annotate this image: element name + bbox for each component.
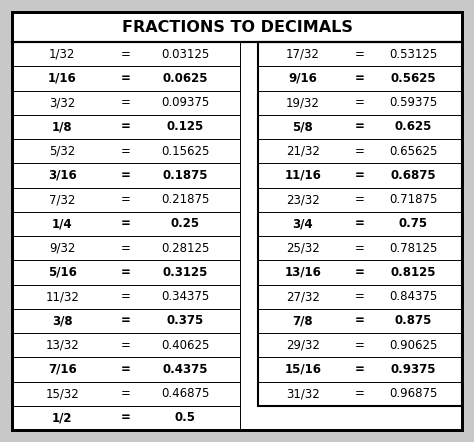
- Text: 0.78125: 0.78125: [389, 242, 437, 255]
- Text: 25/32: 25/32: [286, 242, 320, 255]
- Text: 5/8: 5/8: [292, 120, 313, 133]
- Text: 0.96875: 0.96875: [389, 387, 437, 400]
- Text: 13/16: 13/16: [284, 266, 321, 279]
- Text: =: =: [121, 48, 131, 61]
- Text: 1/32: 1/32: [49, 48, 75, 61]
- Text: 0.53125: 0.53125: [389, 48, 437, 61]
- Text: 0.28125: 0.28125: [161, 242, 210, 255]
- Text: =: =: [121, 363, 131, 376]
- Text: 0.375: 0.375: [167, 314, 204, 328]
- Text: 3/8: 3/8: [52, 314, 73, 328]
- Text: =: =: [355, 72, 365, 85]
- Text: 29/32: 29/32: [286, 339, 320, 352]
- Text: 7/16: 7/16: [48, 363, 76, 376]
- Text: 7/32: 7/32: [49, 193, 75, 206]
- Text: =: =: [355, 48, 365, 61]
- Text: 0.5625: 0.5625: [390, 72, 436, 85]
- Text: 0.6875: 0.6875: [390, 169, 436, 182]
- Text: =: =: [355, 217, 365, 230]
- Text: 0.125: 0.125: [167, 120, 204, 133]
- Text: 0.875: 0.875: [394, 314, 432, 328]
- Text: 11/16: 11/16: [284, 169, 321, 182]
- Text: 1/16: 1/16: [48, 72, 76, 85]
- Text: 1/2: 1/2: [52, 412, 73, 424]
- Text: 3/32: 3/32: [49, 96, 75, 109]
- Text: 5/16: 5/16: [48, 266, 77, 279]
- Text: =: =: [121, 266, 131, 279]
- Text: =: =: [121, 72, 131, 85]
- Text: 9/16: 9/16: [289, 72, 317, 85]
- Text: 0.9375: 0.9375: [390, 363, 436, 376]
- Text: =: =: [355, 314, 365, 328]
- Text: 7/8: 7/8: [292, 314, 313, 328]
- Text: =: =: [121, 339, 131, 352]
- Text: 0.71875: 0.71875: [389, 193, 437, 206]
- Text: =: =: [355, 266, 365, 279]
- Text: 15/16: 15/16: [284, 363, 321, 376]
- Text: =: =: [121, 193, 131, 206]
- Text: =: =: [121, 290, 131, 303]
- Text: 15/32: 15/32: [46, 387, 79, 400]
- Text: 0.4375: 0.4375: [163, 363, 208, 376]
- Text: 3/16: 3/16: [48, 169, 76, 182]
- Text: 0.3125: 0.3125: [163, 266, 208, 279]
- Text: 0.65625: 0.65625: [389, 145, 437, 158]
- Text: 17/32: 17/32: [286, 48, 320, 61]
- Text: =: =: [355, 169, 365, 182]
- Text: =: =: [121, 217, 131, 230]
- Text: =: =: [355, 242, 365, 255]
- Text: 0.84375: 0.84375: [389, 290, 437, 303]
- Text: =: =: [355, 290, 365, 303]
- Text: 0.625: 0.625: [394, 120, 432, 133]
- Text: 5/32: 5/32: [49, 145, 75, 158]
- Text: 23/32: 23/32: [286, 193, 320, 206]
- Text: =: =: [121, 120, 131, 133]
- Text: 0.34375: 0.34375: [161, 290, 210, 303]
- Text: 27/32: 27/32: [286, 290, 320, 303]
- Text: 0.46875: 0.46875: [161, 387, 210, 400]
- Text: =: =: [121, 242, 131, 255]
- Text: 0.90625: 0.90625: [389, 339, 437, 352]
- Text: 0.0625: 0.0625: [163, 72, 208, 85]
- Text: 0.1875: 0.1875: [163, 169, 208, 182]
- Text: 0.8125: 0.8125: [390, 266, 436, 279]
- Text: =: =: [355, 387, 365, 400]
- Text: =: =: [121, 387, 131, 400]
- Text: 0.5: 0.5: [175, 412, 196, 424]
- Text: 0.15625: 0.15625: [161, 145, 210, 158]
- Text: =: =: [121, 314, 131, 328]
- Text: =: =: [121, 96, 131, 109]
- Text: 1/4: 1/4: [52, 217, 73, 230]
- Text: =: =: [355, 145, 365, 158]
- Text: =: =: [355, 96, 365, 109]
- Text: 11/32: 11/32: [45, 290, 79, 303]
- Text: =: =: [355, 193, 365, 206]
- Text: 0.09375: 0.09375: [161, 96, 210, 109]
- Text: =: =: [355, 120, 365, 133]
- Text: 21/32: 21/32: [286, 145, 320, 158]
- Text: =: =: [121, 145, 131, 158]
- Text: 0.40625: 0.40625: [161, 339, 210, 352]
- Text: 3/4: 3/4: [292, 217, 313, 230]
- Text: 19/32: 19/32: [286, 96, 320, 109]
- Text: =: =: [121, 169, 131, 182]
- Text: 0.25: 0.25: [171, 217, 200, 230]
- Text: 0.59375: 0.59375: [389, 96, 437, 109]
- Text: 13/32: 13/32: [46, 339, 79, 352]
- Text: FRACTIONS TO DECIMALS: FRACTIONS TO DECIMALS: [121, 19, 353, 34]
- Text: 0.75: 0.75: [399, 217, 428, 230]
- Text: 0.21875: 0.21875: [161, 193, 210, 206]
- Text: =: =: [355, 339, 365, 352]
- Text: 9/32: 9/32: [49, 242, 75, 255]
- Text: =: =: [121, 412, 131, 424]
- Text: =: =: [355, 363, 365, 376]
- Bar: [258, 42, 462, 406]
- Text: 31/32: 31/32: [286, 387, 320, 400]
- Text: 0.03125: 0.03125: [161, 48, 210, 61]
- Text: 1/8: 1/8: [52, 120, 73, 133]
